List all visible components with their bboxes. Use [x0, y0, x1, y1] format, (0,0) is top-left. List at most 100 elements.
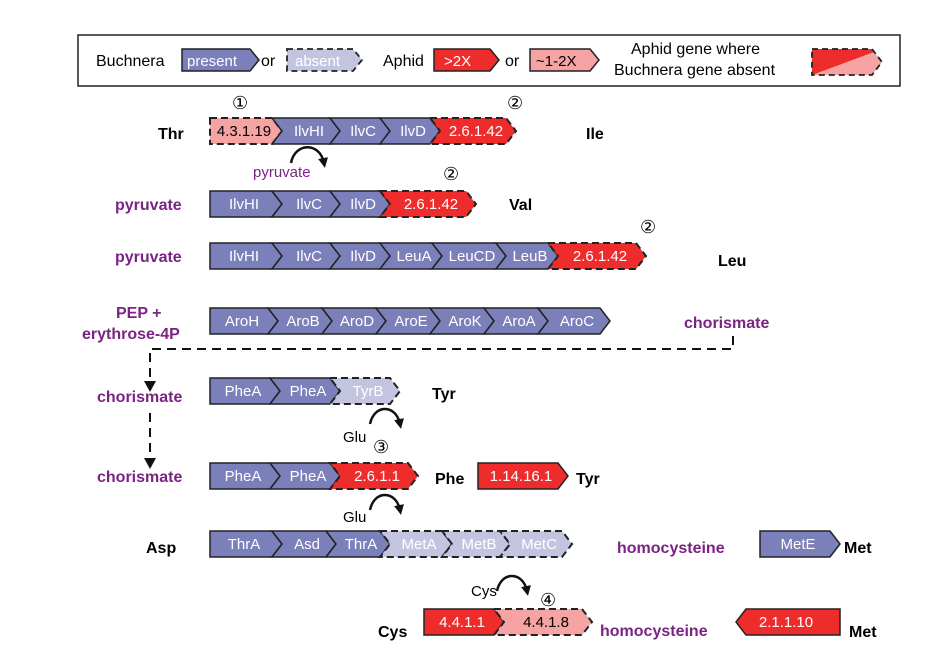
chorismate-step-5: AroK	[428, 307, 495, 335]
legend-aphid-label: Aphid	[383, 53, 424, 70]
cys-end-label: Met	[849, 624, 877, 641]
legend-note-line1: Aphid gene where	[631, 41, 760, 58]
legend-mid-swatch	[529, 48, 600, 72]
ile-step-5: 2.6.1.42	[427, 117, 518, 145]
leu-start-label: pyruvate	[115, 249, 182, 266]
ile-step-2-label: IlvHI	[294, 123, 324, 140]
leu-step-4: LeuA	[378, 242, 443, 270]
tyr-step-3: TyrB	[327, 377, 402, 405]
tyr-step-3-label: TyrB	[353, 383, 384, 400]
ile-step-3-label: IlvC	[350, 123, 376, 140]
leu-mark: ②	[640, 217, 656, 238]
chorismate-step-2: AroB	[266, 307, 333, 335]
legend-present-label: present	[187, 53, 238, 70]
chorismate-arrow-head-2	[144, 458, 156, 469]
legend-buchnera-label: Buchnera	[96, 53, 165, 70]
tyr-end-label: Tyr	[432, 386, 456, 403]
glu-curve-arrow-1	[368, 407, 404, 429]
val-step-2-label: IlvC	[296, 196, 322, 213]
ile-step-1-label: 4.3.1.19	[217, 123, 271, 140]
met-step-1-label: ThrA	[228, 536, 261, 553]
met-start-label: Asp	[146, 540, 176, 557]
met-step-5: MetB	[439, 530, 512, 558]
cys-start-label: Cys	[378, 624, 407, 641]
legend-note-line2: Buchnera gene absent	[614, 62, 776, 79]
phe-step-1: PheA	[209, 462, 281, 490]
chorismate-step-7: AroC	[536, 307, 611, 335]
phe-extra-step-shape	[477, 462, 569, 490]
leu-step-7-shape	[545, 242, 648, 270]
chorismate-step-7-shape	[536, 307, 611, 335]
met-step-2: Asd	[270, 530, 337, 558]
pathway-rows: 4.3.1.19 IlvHI IlvC IlvD 2.6.1.42 IlvHI IlvC Il…	[209, 117, 841, 636]
leu-step-7-label: 2.6.1.42	[573, 248, 627, 265]
chorismate-step-5-label: AroK	[448, 313, 481, 330]
chorismate-step-2-label: AroB	[286, 313, 319, 330]
phe-extra-end-label: Tyr	[576, 471, 600, 488]
chorismate-step-4-label: AroE	[394, 313, 427, 330]
tyr-step-2-label: PheA	[290, 383, 327, 400]
met-step-1: ThrA	[209, 530, 283, 558]
legend-mid-label: ~1-2X	[536, 53, 576, 70]
ile-side-pyruvate: pyruvate	[253, 164, 311, 181]
phe-step-3: 2.6.1.1	[327, 462, 420, 490]
met-step-6-label: MetC	[521, 536, 557, 553]
cys-step-1-label: 4.4.1.1	[439, 614, 485, 631]
legend-high-label: >2X	[444, 53, 471, 70]
tyr-step-3-shape	[327, 377, 402, 405]
cys-mark: ④	[540, 590, 556, 611]
chorismate-step-1: AroH	[209, 307, 279, 335]
legend-or-2: or	[505, 53, 520, 70]
leu-step-5: LeuCD	[430, 242, 507, 270]
phe-extra-step: 1.14.16.1	[477, 462, 569, 490]
met-extra-step: MetE	[759, 530, 841, 558]
met-step-4: MetA	[377, 530, 454, 558]
phe-step-2-label: PheA	[290, 468, 327, 485]
met-mid-product: homocysteine	[617, 540, 725, 557]
chorismate-step-6: AroA	[482, 307, 549, 335]
phe-start-label: chorismate	[97, 469, 182, 486]
phe-step-2: PheA	[268, 462, 341, 490]
chorismate-start-line1: PEP +	[116, 305, 162, 322]
met-step-5-label: MetB	[461, 536, 496, 553]
tyr-side-glu: Glu	[343, 429, 366, 446]
leu-step-7: 2.6.1.42	[545, 242, 648, 270]
chorismate-dashed-connector	[149, 336, 734, 382]
met-end-label: Met	[844, 540, 872, 557]
chorismate-end-label: chorismate	[684, 315, 769, 332]
chorismate-start-line2: erythrose-4P	[82, 326, 180, 343]
glu-curve-arrow-2	[368, 493, 404, 515]
legend-absent-label: absent	[295, 53, 341, 70]
leu-step-6: LeuB	[494, 242, 559, 270]
cys-reverse-step: 2.1.1.10	[735, 608, 841, 636]
legend: Buchnera present or absent Aphid >2X or …	[77, 34, 901, 87]
leu-step-5-label: LeuCD	[449, 248, 496, 265]
pyruvate-curve-arrow	[289, 146, 328, 168]
cys-step-1: 4.4.1.1	[423, 608, 505, 636]
cys-step-2-shape	[491, 608, 594, 636]
leu-step-1: IlvHI	[209, 242, 283, 270]
legend-or-1: or	[261, 53, 276, 70]
ile-step-1: 4.3.1.19	[209, 117, 284, 145]
phe-end-label: Phe	[435, 471, 464, 488]
val-mark: ②	[443, 164, 459, 185]
ile-step-4-label: IlvD	[400, 123, 426, 140]
tyr-step-1: PheA	[209, 377, 281, 405]
cys-step-2-label: 4.4.1.8	[523, 614, 569, 631]
phe-extra-step-label: 1.14.16.1	[490, 468, 553, 485]
chorismate-step-4: AroE	[374, 307, 441, 335]
val-step-2: IlvC	[270, 190, 341, 218]
val-step-1-label: IlvHI	[229, 196, 259, 213]
phe-step-1-label: PheA	[225, 468, 262, 485]
val-step-1: IlvHI	[209, 190, 283, 218]
ile-step-2: IlvHI	[270, 117, 341, 145]
chorismate-step-3-label: AroD	[340, 313, 374, 330]
ile-mark-1: ①	[232, 93, 248, 114]
leu-step-2-label: IlvC	[296, 248, 322, 265]
cys-reverse-step-shape	[735, 608, 841, 636]
tyr-start-label: chorismate	[97, 389, 182, 406]
met-step-3: ThrA	[324, 530, 391, 558]
ile-start-label: Thr	[158, 126, 184, 143]
val-step-4: 2.6.1.42	[377, 190, 478, 218]
